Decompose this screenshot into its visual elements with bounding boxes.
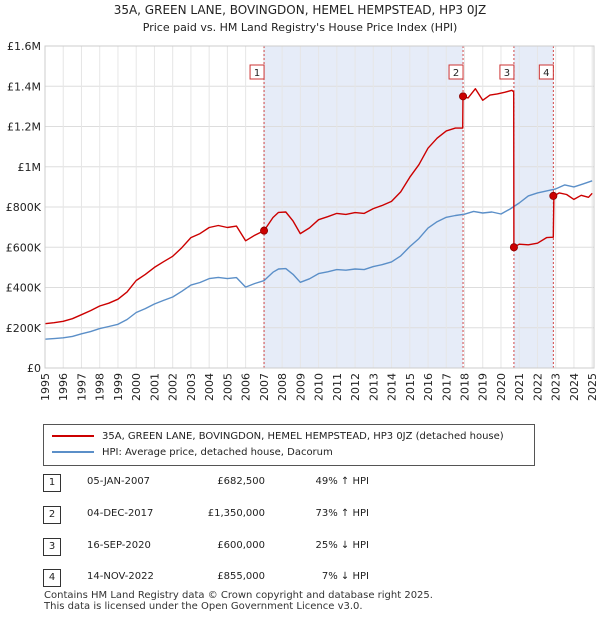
x-tick-label: 2014 bbox=[386, 373, 399, 401]
sale-number-badge: 2 bbox=[43, 506, 61, 524]
sale-hpi-change: 73% ↑ HPI bbox=[315, 508, 369, 519]
sale-row: 3 16-SEP-2020 £600,000 25% ↓ HPI bbox=[43, 538, 443, 556]
sale-marker-label: 3 bbox=[499, 64, 515, 80]
footer-licence: This data is licensed under the Open Gov… bbox=[44, 601, 363, 612]
legend: 35A, GREEN LANE, BOVINGDON, HEMEL HEMPST… bbox=[43, 424, 535, 466]
legend-item-hpi: HPI: Average price, detached house, Daco… bbox=[52, 446, 333, 460]
x-tick-label: 2025 bbox=[586, 373, 599, 401]
x-tick-label: 2017 bbox=[440, 373, 453, 401]
sale-marker-number: 2 bbox=[453, 68, 459, 79]
x-tick-label: 2020 bbox=[495, 373, 508, 401]
legend-swatch-property bbox=[52, 435, 94, 437]
sale-price: £682,500 bbox=[217, 476, 265, 487]
chart-subtitle: Price paid vs. HM Land Registry's House … bbox=[143, 21, 458, 34]
y-tick-label: £200K bbox=[6, 322, 42, 335]
x-tick-label: 2003 bbox=[185, 373, 198, 401]
x-tick-label: 2010 bbox=[313, 373, 326, 401]
x-tick-label: 2018 bbox=[459, 373, 472, 401]
sale-point bbox=[509, 243, 518, 252]
x-tick-label: 2008 bbox=[276, 373, 289, 401]
y-tick-label: £800K bbox=[6, 201, 42, 214]
x-tick-label: 2004 bbox=[203, 373, 216, 401]
footer-copyright: Contains HM Land Registry data © Crown c… bbox=[44, 590, 433, 601]
y-tick-label: £600K bbox=[6, 241, 42, 254]
x-tick-label: 1999 bbox=[112, 373, 125, 401]
sale-marker-box bbox=[448, 64, 464, 80]
sale-price: £600,000 bbox=[217, 540, 265, 551]
y-tick-label: £1.4M bbox=[7, 80, 41, 93]
y-tick-label: £1M bbox=[18, 161, 42, 174]
sale-marker-label: 1 bbox=[249, 64, 265, 80]
sale-marker-box bbox=[499, 64, 515, 80]
x-tick-label: 1995 bbox=[39, 373, 52, 401]
x-tick-label: 2022 bbox=[531, 373, 544, 401]
sale-hpi-change: 7% ↓ HPI bbox=[321, 571, 369, 582]
legend-label-property: 35A, GREEN LANE, BOVINGDON, HEMEL HEMPST… bbox=[102, 431, 504, 442]
x-tick-label: 2000 bbox=[130, 373, 143, 401]
plot-frame bbox=[44, 45, 595, 369]
sale-date: 16-SEP-2020 bbox=[87, 540, 151, 551]
sale-marker-label: 4 bbox=[538, 64, 554, 80]
sale-point bbox=[260, 226, 269, 235]
sale-price: £855,000 bbox=[217, 571, 265, 582]
x-tick-label: 2011 bbox=[331, 373, 344, 401]
sale-date: 05-JAN-2007 bbox=[87, 476, 151, 487]
sale-point bbox=[459, 92, 468, 101]
legend-swatch-hpi bbox=[52, 451, 94, 453]
sale-hpi-change: 25% ↓ HPI bbox=[315, 540, 369, 551]
y-tick-label: £1.6M bbox=[7, 40, 41, 53]
x-tick-label: 1996 bbox=[57, 373, 70, 401]
x-tick-label: 1998 bbox=[94, 373, 107, 401]
sale-point bbox=[549, 191, 558, 200]
x-tick-label: 2009 bbox=[294, 373, 307, 401]
sale-marker-box bbox=[249, 64, 265, 80]
x-tick-label: 2012 bbox=[349, 373, 362, 401]
sale-hpi-change: 49% ↑ HPI bbox=[315, 476, 369, 487]
legend-label-hpi: HPI: Average price, detached house, Daco… bbox=[102, 447, 333, 458]
hpi-line bbox=[44, 180, 593, 340]
x-tick-label: 2021 bbox=[513, 373, 526, 401]
x-tick-label: 2013 bbox=[367, 373, 380, 401]
x-tick-label: 2024 bbox=[568, 373, 581, 401]
legend-item-property: 35A, GREEN LANE, BOVINGDON, HEMEL HEMPST… bbox=[52, 430, 504, 444]
chart-title: 35A, GREEN LANE, BOVINGDON, HEMEL HEMPST… bbox=[114, 3, 487, 17]
x-tick-label: 2007 bbox=[258, 373, 271, 401]
x-tick-label: 2023 bbox=[550, 373, 563, 401]
price-chart: 35A, GREEN LANE, BOVINGDON, HEMEL HEMPST… bbox=[6, 3, 599, 401]
y-tick-label: £400K bbox=[6, 282, 42, 295]
sale-number-badge: 4 bbox=[43, 569, 61, 587]
x-tick-label: 2019 bbox=[477, 373, 490, 401]
y-tick-label: £0 bbox=[27, 362, 41, 375]
sale-marker-box bbox=[538, 64, 554, 80]
y-tick-label: £1.2M bbox=[7, 121, 41, 134]
sale-marker-number: 3 bbox=[504, 68, 510, 79]
x-tick-label: 2005 bbox=[221, 373, 234, 401]
sale-number-badge: 1 bbox=[43, 474, 61, 492]
sale-marker-label: 2 bbox=[448, 64, 464, 80]
footer-attribution: Contains HM Land Registry data © Crown c… bbox=[44, 590, 433, 612]
sale-row: 2 04-DEC-2017 £1,350,000 73% ↑ HPI bbox=[43, 506, 443, 524]
sale-date: 04-DEC-2017 bbox=[87, 508, 154, 519]
sale-price: £1,350,000 bbox=[207, 508, 265, 519]
sale-row: 4 14-NOV-2022 £855,000 7% ↓ HPI bbox=[43, 569, 443, 587]
sale-marker-number: 4 bbox=[543, 68, 549, 79]
x-tick-label: 2016 bbox=[422, 373, 435, 401]
sale-date: 14-NOV-2022 bbox=[87, 571, 154, 582]
sale-number-badge: 3 bbox=[43, 538, 61, 556]
x-tick-label: 2001 bbox=[148, 373, 161, 401]
x-tick-label: 2006 bbox=[240, 373, 253, 401]
x-tick-label: 2015 bbox=[404, 373, 417, 401]
x-tick-label: 1997 bbox=[75, 373, 88, 401]
sale-marker-number: 1 bbox=[254, 68, 260, 79]
x-tick-label: 2002 bbox=[167, 373, 180, 401]
sale-row: 1 05-JAN-2007 £682,500 49% ↑ HPI bbox=[43, 474, 443, 492]
